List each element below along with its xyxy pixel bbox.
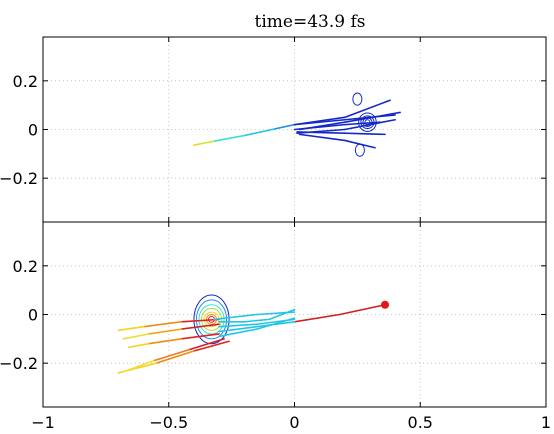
top-trajectory-4-seg-1 — [343, 132, 386, 136]
bottom-trajectory-4-seg-1 — [152, 348, 190, 362]
bottom-trajectory-5-seg-1 — [147, 328, 183, 335]
bottom-trajectory-4 — [122, 338, 225, 373]
top-trajectory-6 — [293, 121, 381, 131]
bottom-trajectory-1 — [127, 333, 220, 349]
top-contour-1-0 — [352, 92, 363, 106]
bottom-plot-panel: −0.2 0 0.2 −1 −0.5 0 0.5 1 — [0, 221, 551, 432]
top-trajectory-2-seg-0 — [293, 118, 346, 126]
top-ytick-label-0: −0.2 — [0, 169, 38, 188]
bottom-trajectory-9-seg-1 — [255, 317, 296, 330]
bottom-xtick-label-3: 0.5 — [408, 413, 433, 432]
top-ytick-label-1: 0 — [28, 121, 38, 140]
bottom-trajectory-2-seg-1 — [142, 321, 183, 328]
bottom-trajectory-4-seg-2 — [122, 359, 155, 373]
bottom-xtick-label-0: −1 — [31, 413, 55, 432]
bottom-contour-0-6 — [193, 294, 230, 345]
top-trajectory-0-seg-2 — [213, 134, 245, 142]
top-trajectory-6-seg-1 — [343, 121, 381, 126]
bottom-trajectory-4-seg-0 — [188, 338, 225, 351]
bottom-contour-0-3 — [200, 307, 223, 331]
bottom-trajectory-2-seg-0 — [180, 318, 220, 323]
bottom-trajectory-0-seg-0 — [293, 313, 341, 323]
chart-title: time=43.9 fs — [255, 12, 366, 32]
bottom-trajectory-5-seg-2 — [122, 333, 150, 340]
top-trajectory-5-seg-1 — [343, 139, 376, 149]
bottom-trajectory-3-seg-1 — [155, 350, 195, 364]
bottom-trajectory-8-seg-0 — [218, 325, 258, 333]
top-ytick-label-2: 0.2 — [13, 72, 38, 91]
top-trajectory-0-seg-0 — [273, 123, 296, 130]
bottom-trajectory-9-seg-0 — [218, 328, 258, 338]
bottom-trajectory-6-seg-1 — [243, 318, 271, 323]
bottom-trajectory-10 — [213, 311, 296, 321]
bottom-trajectory-6 — [218, 308, 296, 323]
top-plot-panel: −0.2 0 0.2 — [0, 36, 547, 223]
bottom-trajectory-3-seg-0 — [193, 340, 230, 352]
top-contour-2-0 — [354, 143, 365, 157]
bottom-trajectory-1-seg-2 — [127, 342, 150, 349]
bottom-trajectory-9 — [218, 317, 296, 338]
bottom-trajectory-7-seg-0 — [218, 323, 258, 328]
bottom-ytick-label-1: 0 — [28, 306, 38, 325]
bottom-trajectory-10-seg-1 — [255, 311, 296, 316]
top-trajectory-7-seg-1 — [343, 118, 396, 131]
bottom-trajectory-0-seg-1 — [338, 303, 386, 316]
bottom-trajectory-6-seg-2 — [268, 308, 296, 321]
bottom-ytick-label-0: −0.2 — [0, 354, 38, 373]
top-trajectory-0-seg-1 — [243, 128, 276, 137]
top-trajectory-7-seg-0 — [296, 128, 346, 134]
bottom-trajectory-5-seg-0 — [180, 323, 220, 330]
top-trajectory-0 — [193, 123, 296, 147]
bottom-marker-point — [381, 300, 390, 309]
bottom-trajectory-2-seg-2 — [117, 325, 145, 332]
bottom-contour-0-4 — [198, 304, 225, 335]
bottom-xtick-label-2: 0 — [289, 413, 299, 432]
bottom-trajectory-2 — [117, 318, 220, 332]
top-trajectory-5 — [298, 133, 376, 149]
bottom-trajectory-1-seg-1 — [147, 338, 183, 345]
bottom-trajectory-1-seg-0 — [180, 333, 220, 340]
bottom-trajectory-5 — [122, 323, 220, 340]
bottom-contour-0-5 — [195, 299, 228, 340]
bottom-xtick-label-1: −0.5 — [149, 413, 188, 432]
top-trajectory-0-seg-4 — [193, 143, 200, 147]
bottom-trajectory-10-seg-0 — [213, 313, 258, 321]
top-trajectory-6-seg-0 — [293, 123, 346, 131]
bottom-ytick-label-2: 0.2 — [13, 257, 38, 276]
top-trajectory-1-seg-1 — [343, 99, 391, 119]
top-trajectory-5-seg-0 — [298, 133, 346, 142]
top-trajectory-7 — [296, 118, 396, 134]
top-trajectory-3-seg-1 — [343, 111, 401, 123]
top-trajectory-0-seg-3 — [198, 140, 215, 145]
bottom-xtick-label-4: 1 — [541, 413, 551, 432]
bottom-trajectory-0 — [293, 303, 386, 323]
